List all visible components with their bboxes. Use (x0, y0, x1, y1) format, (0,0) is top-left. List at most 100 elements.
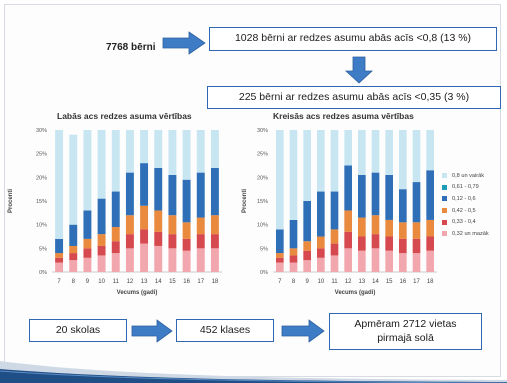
bar-segment (125, 234, 134, 249)
y-axis-title: Procenti (8, 189, 14, 213)
bar-segment (399, 189, 407, 223)
bar-segment (289, 130, 298, 220)
bar-segment (97, 130, 106, 199)
bar-segment (168, 130, 177, 175)
decorative-ribbon (0, 361, 507, 383)
bar-segment (358, 217, 366, 237)
bar-segment (399, 238, 407, 254)
bar-segment (210, 130, 219, 168)
x-tick-label: 17 (413, 279, 420, 285)
bar-segment (303, 250, 311, 261)
legend-item: 0,12 - 0,6 (442, 193, 489, 205)
x-tick-label: 9 (86, 279, 90, 285)
x-tick-label: 18 (427, 279, 434, 285)
bar-segment (344, 210, 352, 232)
bar-segment (358, 236, 366, 251)
bar-segment (426, 170, 434, 220)
bar-segment (69, 245, 78, 254)
legend-swatch (442, 196, 447, 202)
bar-segment (276, 262, 284, 272)
x-tick-label: 8 (292, 279, 296, 285)
bar-segment (426, 130, 434, 171)
bar-segment (330, 191, 339, 230)
legend-swatch (442, 184, 447, 190)
bar-segment (83, 130, 92, 211)
legend-item: 0,42 - 0,5 (442, 205, 489, 217)
x-tick-label: 11 (331, 279, 338, 285)
right-arrow-icon (162, 31, 206, 55)
bar-segment (125, 215, 134, 235)
bar-segment (154, 231, 163, 246)
very-low-acuity-box: 225 bērni ar redzes asumu abās acīs <0,3… (207, 86, 501, 109)
bar-segment (97, 198, 106, 235)
bar-segment (399, 253, 407, 272)
bar-segment (196, 248, 205, 272)
bar-segment (111, 227, 120, 242)
bar-segment (412, 222, 421, 239)
bar-segment (399, 130, 407, 190)
bar-segment (196, 172, 205, 218)
x-tick-label: 18 (212, 279, 219, 285)
x-tick-label: 13 (358, 279, 365, 285)
bar-segment (371, 130, 380, 173)
bar-segment (125, 172, 134, 216)
bar-segment (399, 222, 407, 239)
x-tick-label: 14 (155, 279, 162, 285)
bar-segment (83, 210, 92, 239)
bar-segment (276, 253, 284, 258)
bar-segment (358, 250, 366, 272)
bar-segment (182, 179, 191, 223)
bar-segment (317, 191, 325, 237)
bar-segment (168, 234, 177, 249)
front-seats-box: Apmēram 2712 vietas pirmajā solā (329, 313, 482, 350)
bar-segment (371, 248, 380, 272)
bar-segment (196, 234, 205, 249)
bar-segment (289, 219, 298, 249)
bar-segment (55, 253, 64, 258)
bar-segment (140, 243, 149, 272)
legend-label: 0,8 un vairāk (452, 172, 485, 179)
bar-segment (55, 130, 64, 239)
y-tick-label: 25% (36, 152, 47, 158)
bar-segment (182, 222, 191, 239)
bar-segment (371, 172, 380, 216)
x-tick-label: 12 (127, 279, 134, 285)
bar-segment (344, 248, 352, 272)
legend-swatch (442, 208, 447, 214)
bar-segment (330, 243, 339, 256)
bar-segment (69, 134, 78, 225)
bar-segment (358, 130, 366, 175)
x-tick-label: 14 (372, 279, 379, 285)
total-children-label: 7768 bērni (106, 42, 156, 53)
schools-box: 20 skolas (29, 319, 127, 342)
bar-segment (412, 238, 421, 254)
bar-segment (69, 224, 78, 246)
bar-segment (426, 250, 434, 272)
bar-segment (55, 257, 64, 263)
y-tick-label: 25% (257, 152, 268, 158)
right-chart-title: Kreisās acs redzes asuma vērtības (273, 111, 414, 121)
bar-segment (276, 229, 284, 254)
legend-swatch (442, 173, 447, 179)
y-tick-label: 5% (260, 246, 268, 252)
legend-label: 0,61 - 0,79 (452, 184, 479, 191)
bar-segment (154, 210, 163, 232)
bar-segment (276, 257, 284, 263)
bar-segment (276, 130, 284, 230)
y-tick-label: 15% (257, 199, 268, 205)
x-axis-title: Vecums (gadi) (335, 290, 376, 296)
bar-segment (358, 174, 366, 218)
bar-segment (97, 255, 106, 272)
bar-segment (69, 260, 78, 272)
bar-segment (289, 262, 298, 272)
y-axis-title: Procenti (242, 189, 248, 213)
bar-segment (385, 236, 393, 251)
bar-segment (111, 253, 120, 272)
x-tick-label: 15 (169, 279, 176, 285)
bar-segment (168, 215, 177, 235)
y-tick-label: 15% (36, 199, 47, 205)
bar-segment (154, 245, 163, 272)
bar-segment (289, 255, 298, 263)
legend-item: 0,61 - 0,79 (442, 182, 489, 194)
x-tick-label: 8 (72, 279, 76, 285)
